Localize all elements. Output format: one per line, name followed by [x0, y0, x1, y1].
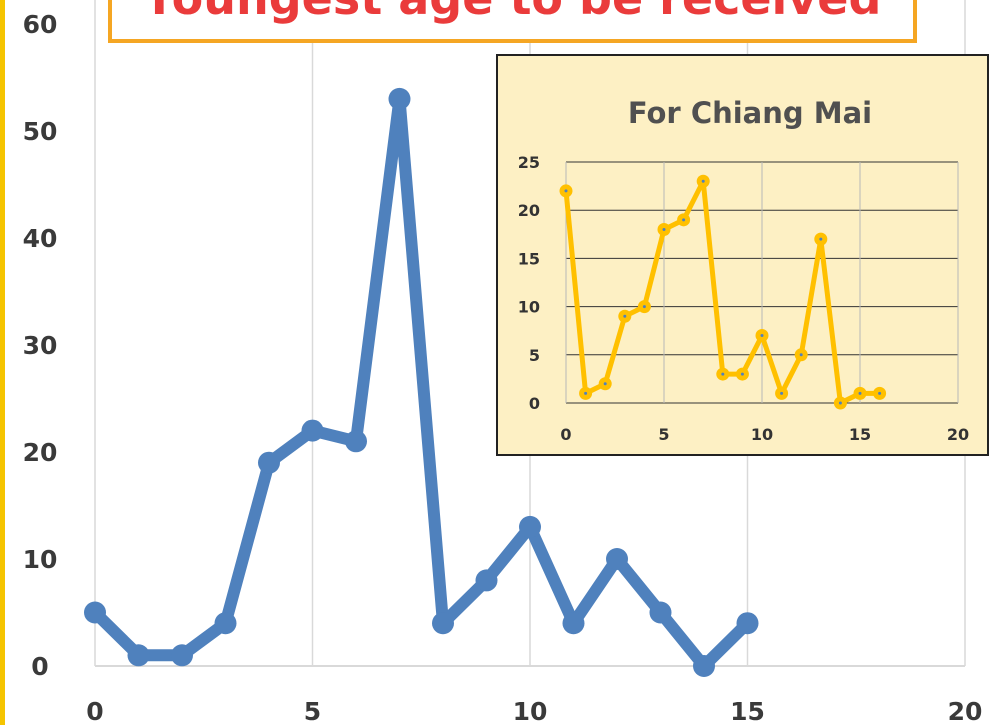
inset-data-point-center [819, 237, 823, 241]
inset-y-tick-label: 20 [518, 201, 540, 220]
main-y-tick-label: 30 [23, 331, 58, 360]
inset-y-tick-label: 25 [518, 153, 540, 172]
main-y-tick-label: 10 [23, 545, 58, 574]
inset-x-tick-label: 5 [658, 425, 669, 444]
inset-data-point-center [701, 179, 705, 183]
main-y-tick-label: 40 [23, 224, 58, 253]
inset-data-point-center [682, 218, 686, 222]
inset-y-tick-label: 0 [529, 394, 540, 413]
inset-data-point-center [584, 391, 588, 395]
inset-x-tick-labels: 0 5 10 15 20 [560, 425, 969, 444]
inset-data-point-center [760, 334, 764, 338]
main-x-tick-label: 10 [513, 697, 548, 725]
inset-x-tick-label: 20 [947, 425, 969, 444]
inset-chart-background [496, 54, 989, 456]
main-y-tick-labels: 0 10 20 30 40 50 60 [23, 10, 58, 681]
main-data-point [606, 548, 628, 570]
main-x-tick-label: 20 [948, 697, 983, 725]
inset-data-point-center [740, 372, 744, 376]
inset-gridlines [565, 161, 959, 404]
main-data-point [127, 644, 150, 667]
main-data-point [649, 601, 672, 624]
main-data-point [519, 515, 541, 538]
main-data-point [345, 430, 367, 453]
main-data-point [693, 655, 715, 677]
main-y-tick-label: 50 [23, 117, 58, 146]
inset-data-point-center [603, 382, 607, 386]
inset-chart-title: For Chiang Mai [628, 96, 872, 130]
main-data-point [258, 451, 280, 474]
inset-chart: For Chiang Mai 0 5 10 15 20 25 0 5 10 15 20 [496, 54, 989, 456]
inset-y-tick-label: 5 [529, 346, 540, 365]
inset-data-point-center [858, 391, 862, 395]
main-x-tick-label: 0 [86, 697, 103, 725]
main-data-point [214, 612, 237, 635]
inset-x-tick-label: 10 [751, 425, 773, 444]
inset-data-point-center [878, 391, 882, 395]
main-series-line [89, 92, 754, 672]
main-data-point [562, 612, 585, 635]
main-data-point [301, 419, 324, 442]
inset-data-point-center [799, 353, 803, 357]
chart-title: Youngest age to be received [142, 0, 882, 25]
inset-data-point-center [564, 189, 568, 193]
inset-y-tick-label: 15 [518, 249, 540, 268]
inset-data-point-center [721, 372, 725, 376]
main-x-tick-labels: 0 5 10 15 20 [86, 697, 982, 725]
chart-title-box: Youngest age to be received [108, 0, 917, 43]
inset-series [559, 174, 887, 410]
main-data-point [171, 644, 193, 667]
main-x-tick-label: 5 [304, 697, 321, 725]
main-x-tick-label: 15 [730, 697, 765, 725]
main-data-point [388, 87, 411, 110]
main-y-tick-label: 60 [23, 10, 58, 39]
main-series [84, 87, 759, 677]
main-data-point [84, 601, 106, 624]
inset-data-point-center [662, 227, 666, 231]
inset-data-point-center [780, 391, 784, 395]
inset-data-point-center [642, 305, 646, 309]
inset-data-point-center [838, 401, 842, 405]
left-accent-border [0, 0, 5, 725]
inset-x-tick-label: 15 [849, 425, 871, 444]
main-y-tick-label: 0 [31, 652, 48, 681]
inset-y-tick-label: 10 [518, 298, 540, 317]
main-data-point [475, 569, 498, 592]
main-y-tick-label: 20 [23, 438, 58, 467]
main-data-point [736, 612, 759, 635]
inset-data-point-center [623, 314, 627, 318]
main-data-point [432, 612, 454, 635]
inset-y-tick-labels: 0 5 10 15 20 25 [518, 153, 540, 413]
inset-x-tick-label: 0 [560, 425, 571, 444]
